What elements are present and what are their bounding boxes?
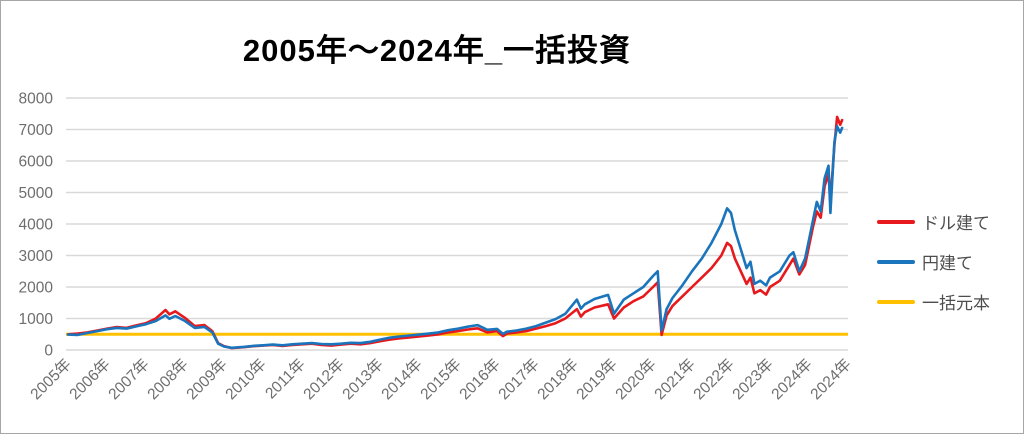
x-axis-label: 2021年 bbox=[651, 355, 699, 403]
y-axis-label: 7000 bbox=[19, 122, 54, 139]
legend-swatch-yen bbox=[877, 259, 915, 264]
legend-label-principal: 一括元本 bbox=[922, 294, 990, 313]
legend-item-yen: 円建て bbox=[877, 249, 990, 274]
legend-label-yen: 円建て bbox=[922, 254, 973, 273]
series-line-yen bbox=[66, 125, 844, 350]
legend-item-dollar: ドル建て bbox=[877, 209, 990, 234]
x-axis-label: 2014年 bbox=[378, 355, 426, 403]
y-axis-label: 8000 bbox=[19, 91, 54, 108]
x-axis-label: 2006年 bbox=[66, 355, 114, 403]
x-axis-label: 2024年 bbox=[807, 355, 855, 403]
x-axis-label: 2010年 bbox=[222, 355, 270, 403]
x-axis-label: 2024年 bbox=[768, 355, 816, 403]
x-axis-label: 2008年 bbox=[144, 355, 192, 403]
y-axis-label: 3000 bbox=[19, 248, 54, 265]
y-axis-label: 6000 bbox=[19, 154, 54, 171]
y-axis-label: 1000 bbox=[19, 311, 54, 328]
chart-title: 2005年〜2024年_一括投資 bbox=[242, 33, 632, 68]
x-axis-label: 2016年 bbox=[456, 355, 504, 403]
x-axis-label: 2018年 bbox=[534, 355, 582, 403]
x-axis-label: 2013年 bbox=[339, 355, 387, 403]
x-axis-label: 2023年 bbox=[729, 355, 777, 403]
x-axis-label: 2017年 bbox=[495, 355, 543, 403]
legend-swatch-principal bbox=[877, 299, 915, 304]
y-axis-label: 0 bbox=[44, 343, 53, 360]
x-axis-label: 2009年 bbox=[183, 355, 231, 403]
legend-swatch-dollar bbox=[877, 219, 915, 224]
x-axis-label: 2005年 bbox=[27, 355, 75, 403]
y-axis-label: 4000 bbox=[19, 217, 54, 234]
x-axis-label: 2019年 bbox=[573, 355, 621, 403]
x-axis-label: 2020年 bbox=[612, 355, 660, 403]
x-axis-label: 2007年 bbox=[105, 355, 153, 403]
x-axis-label: 2022年 bbox=[690, 355, 738, 403]
x-axis-label: 2015年 bbox=[417, 355, 465, 403]
legend-item-principal: 一括元本 bbox=[877, 289, 990, 314]
x-axis-label: 2011年 bbox=[262, 355, 309, 402]
y-axis-label: 5000 bbox=[19, 185, 54, 202]
legend: ドル建て 円建て 一括元本 bbox=[877, 209, 990, 314]
x-axis-label: 2012年 bbox=[300, 355, 348, 403]
legend-label-dollar: ドル建て bbox=[922, 214, 990, 233]
y-axis-label: 2000 bbox=[19, 280, 54, 297]
series-line-dollar bbox=[66, 115, 844, 350]
